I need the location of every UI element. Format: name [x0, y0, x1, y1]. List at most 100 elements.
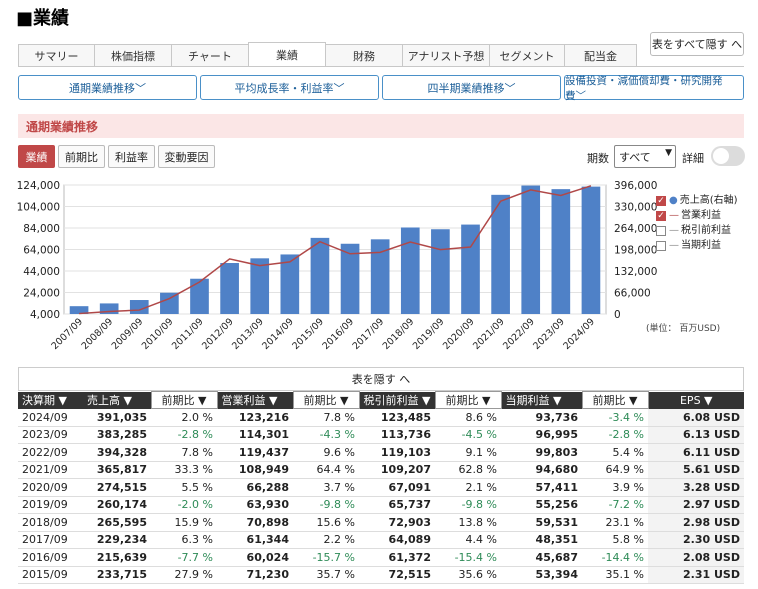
value-cell: 365,817: [83, 461, 151, 479]
tab-analyst-forecast[interactable]: アナリスト予想: [402, 44, 490, 66]
value-cell: 394,328: [83, 443, 151, 462]
yoy-cell: 2.2 %: [293, 531, 359, 549]
tab-financials[interactable]: 財務: [325, 44, 403, 66]
subnav-growth-margin[interactable]: 平均成長率・利益率﹀: [200, 75, 379, 100]
col-net-profit-yoy-header[interactable]: 前期比 ▼: [581, 391, 649, 409]
tab-stock-indicators[interactable]: 株価指標: [94, 44, 172, 66]
yoy-cell: -9.8 %: [435, 496, 501, 514]
value-cell: 55,256: [501, 496, 582, 514]
tab-chart[interactable]: チャート: [171, 44, 249, 66]
value-cell: 61,344: [217, 531, 293, 549]
subnav-capex[interactable]: 設備投資・減価償却費・研究開発費﹀: [564, 75, 744, 102]
hide-all-tables-button[interactable]: 表をすべて隠す へ: [650, 32, 744, 56]
value-cell: 119,103: [359, 443, 435, 462]
yoy-cell: 2.1 %: [435, 478, 501, 497]
yoy-cell: -14.4 %: [582, 548, 648, 567]
col-net-profit-header[interactable]: 当期利益 ▼: [501, 391, 582, 409]
metric-yoy-button[interactable]: 前期比: [58, 145, 105, 168]
metric-margin-button[interactable]: 利益率: [108, 145, 155, 168]
period-cell: 2021/09: [18, 461, 83, 479]
value-cell: 260,174: [83, 496, 151, 514]
yoy-cell: -2.8 %: [151, 426, 217, 444]
subnav-quarterly-trend[interactable]: 四半期業績推移﹀: [382, 75, 561, 100]
col-op-profit-header[interactable]: 営業利益 ▼: [217, 391, 293, 409]
checkbox-icon[interactable]: ✓: [656, 195, 666, 206]
legend-item-pretax-profit[interactable]: — 税引前利益: [656, 223, 738, 238]
checkbox-icon[interactable]: [656, 240, 666, 251]
revenue-bar: [551, 189, 571, 314]
col-revenue-header[interactable]: 売上高 ▼: [83, 391, 151, 409]
revenue-bar: [99, 303, 119, 314]
value-cell: 114,301: [217, 426, 293, 444]
table-row: 2020/09 274,515 5.5 % 66,288 3.7 % 67,091 2.1 …: [18, 478, 744, 497]
tab-earnings[interactable]: 業績: [248, 42, 326, 66]
metric-earnings-button[interactable]: 業績: [18, 145, 55, 168]
value-cell: 119,437: [217, 443, 293, 462]
right-axis-tick: 132,000: [614, 266, 657, 278]
yoy-cell: 23.1 %: [582, 513, 648, 532]
eps-cell: 2.08 USD: [648, 548, 744, 567]
value-cell: 274,515: [83, 478, 151, 497]
eps-cell: 3.28 USD: [648, 478, 744, 497]
subnav-annual-trend[interactable]: 通期業績推移﹀: [18, 75, 197, 100]
x-axis-tick: 2023/09: [531, 316, 567, 352]
x-axis-tick: 2021/09: [471, 316, 507, 352]
legend-item-operating-profit[interactable]: ✓ — 営業利益: [656, 208, 738, 223]
value-cell: 215,639: [83, 548, 151, 567]
value-cell: 72,903: [359, 513, 435, 532]
left-axis-tick: 64,000: [23, 245, 60, 257]
x-axis-tick: 2013/09: [230, 316, 266, 352]
yoy-cell: 5.4 %: [582, 443, 648, 462]
revenue-bar: [280, 254, 300, 314]
col-pretax-header[interactable]: 税引前利益 ▼: [359, 391, 435, 409]
revenue-bar: [190, 278, 209, 314]
col-eps-header[interactable]: EPS ▼: [648, 391, 744, 409]
table-row: 2018/09 265,595 15.9 % 70,898 15.6 % 72,903 13…: [18, 513, 744, 532]
value-cell: 70,898: [217, 513, 293, 532]
period-cell: 2024/09: [18, 408, 83, 427]
value-cell: 265,595: [83, 513, 151, 532]
period-cell: 2020/09: [18, 478, 83, 497]
value-cell: 63,930: [217, 496, 293, 514]
hide-table-button[interactable]: 表を隠す へ: [18, 367, 744, 391]
yoy-cell: 6.3 %: [151, 531, 217, 549]
yoy-cell: 35.6 %: [435, 566, 501, 584]
value-cell: 48,351: [501, 531, 582, 549]
col-revenue-yoy-header[interactable]: 前期比 ▼: [150, 391, 218, 409]
yoy-cell: 7.8 %: [293, 408, 359, 427]
tab-summary[interactable]: サマリー: [18, 44, 95, 66]
value-cell: 229,234: [83, 531, 151, 549]
eps-cell: 5.61 USD: [648, 461, 744, 479]
right-axis-tick: 396,000: [614, 180, 657, 192]
yoy-cell: -4.3 %: [293, 426, 359, 444]
checkbox-icon[interactable]: ✓: [656, 210, 666, 221]
value-cell: 61,372: [359, 548, 435, 567]
value-cell: 72,515: [359, 566, 435, 584]
value-cell: 66,288: [217, 478, 293, 497]
revenue-bar: [431, 229, 450, 314]
line-icon: —: [669, 240, 679, 251]
value-cell: 391,035: [83, 408, 151, 427]
tab-bar: サマリー 株価指標 チャート 業績 財務 アナリスト予想 セグメント 配当金: [18, 42, 638, 66]
value-cell: 109,207: [359, 461, 435, 479]
chart-legend: ✓ ● 売上高(右軸) ✓ — 営業利益 — 税引前利益 — 当期利益: [656, 193, 738, 253]
value-cell: 383,285: [83, 426, 151, 444]
metric-factors-button[interactable]: 変動要因: [158, 145, 215, 168]
legend-item-net-profit[interactable]: — 当期利益: [656, 238, 738, 253]
legend-item-revenue[interactable]: ✓ ● 売上高(右軸): [656, 193, 738, 208]
period-cell: 2016/09: [18, 548, 83, 567]
col-pretax-yoy-header[interactable]: 前期比 ▼: [434, 391, 502, 409]
yoy-cell: -15.4 %: [435, 548, 501, 567]
col-period-header[interactable]: 決算期 ▼: [18, 391, 83, 409]
yoy-cell: -7.7 %: [151, 548, 217, 567]
detail-toggle[interactable]: [711, 146, 745, 166]
yoy-cell: -2.8 %: [582, 426, 648, 444]
col-op-profit-yoy-header[interactable]: 前期比 ▼: [292, 391, 360, 409]
yoy-cell: 13.8 %: [435, 513, 501, 532]
right-axis-tick: 66,000: [614, 288, 651, 300]
tab-dividend[interactable]: 配当金: [564, 44, 637, 66]
table-row: 2016/09 215,639 -7.7 % 60,024 -15.7 % 61,372-…: [18, 548, 744, 567]
tab-segment[interactable]: セグメント: [489, 44, 565, 66]
period-select[interactable]: すべて ▼: [614, 145, 676, 168]
checkbox-icon[interactable]: [656, 225, 666, 236]
